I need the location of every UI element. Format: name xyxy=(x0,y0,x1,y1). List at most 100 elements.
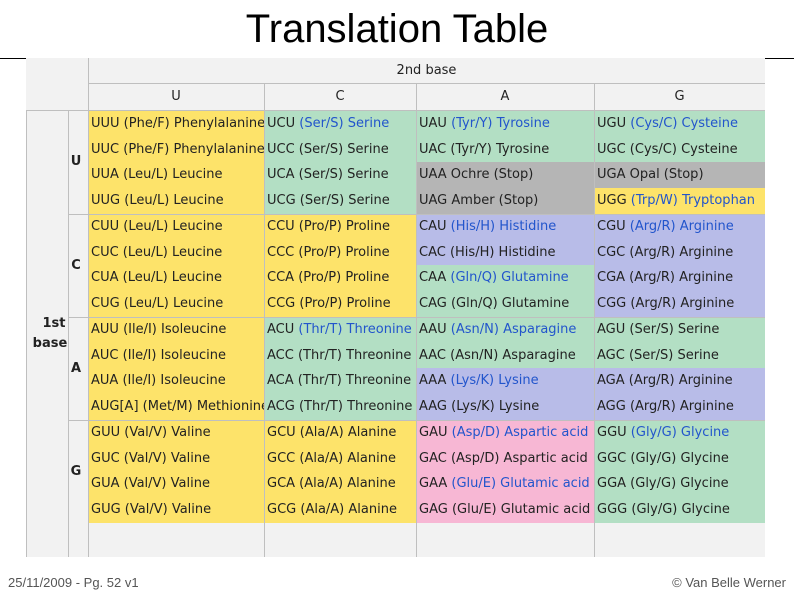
amino-acid: (Ser/S) Serine xyxy=(625,322,720,337)
codon: CAU xyxy=(419,219,447,234)
amino-acid: (Arg/R) Arginine xyxy=(626,296,735,311)
amino-acid: (Cys/C) Cysteine xyxy=(625,142,738,157)
codon-cell: UGU (Cys/C) Cysteine xyxy=(594,110,765,137)
grid-line xyxy=(26,110,27,557)
codon-cell: AGU (Ser/S) Serine xyxy=(594,317,765,343)
codon-cell: UCC (Ser/S) Serine xyxy=(264,137,416,162)
amino-acid: (Glu/E) Glutamic acid xyxy=(447,476,590,491)
codon: AUC xyxy=(91,348,119,363)
codon-cell: AUC (Ile/I) Isoleucine xyxy=(88,343,264,368)
second-base-header: 2nd base xyxy=(88,58,765,83)
codon-cell: GGA (Gly/G) Glycine xyxy=(594,471,765,497)
codon: CUA xyxy=(91,270,119,285)
codon-cell: UCA (Ser/S) Serine xyxy=(264,162,416,188)
amino-acid: (Pro/P) Proline xyxy=(295,296,391,311)
codon-cell: AUU (Ile/I) Isoleucine xyxy=(88,317,264,343)
amino-acid: (Leu/L) Leucine xyxy=(120,193,224,208)
codon-cell: CUU (Leu/L) Leucine xyxy=(88,214,264,240)
codon: CAG xyxy=(419,296,447,311)
codon-cell: AGG (Arg/R) Arginine xyxy=(594,394,765,420)
codon-cell: CUC (Leu/L) Leucine xyxy=(88,240,264,265)
amino-acid: (Arg/R) Arginine xyxy=(624,373,733,388)
codon-cell: UGC (Cys/C) Cysteine xyxy=(594,137,765,162)
amino-acid: (Arg/R) Arginine xyxy=(625,219,734,234)
codon: CGC xyxy=(597,245,626,260)
amino-acid: (Asn/N) Asparagine xyxy=(446,322,577,337)
codon-cell: GAU (Asp/D) Aspartic acid xyxy=(416,420,594,446)
codon: GAU xyxy=(419,425,448,440)
codon-cell: AGA (Arg/R) Arginine xyxy=(594,368,765,394)
codon-cell: ACA (Thr/T) Threonine xyxy=(264,368,416,394)
codon-cell: CGC (Arg/R) Arginine xyxy=(594,240,765,265)
codon: GCA xyxy=(267,476,296,491)
codon-cell: AGC (Ser/S) Serine xyxy=(594,343,765,368)
column-header-u: U xyxy=(88,83,264,110)
codon-cell: CUA (Leu/L) Leucine xyxy=(88,265,264,291)
amino-acid: (Leu/L) Leucine xyxy=(118,245,223,260)
codon: GCG xyxy=(267,502,297,517)
codon-cell: GUA (Val/V) Valine xyxy=(88,471,264,497)
codon: ACC xyxy=(267,348,294,363)
grid-line xyxy=(68,420,765,421)
codon: UUG xyxy=(91,193,121,208)
codon-cell: UGA Opal (Stop) xyxy=(594,162,765,188)
codon-cell: GCA (Ala/A) Alanine xyxy=(264,471,416,497)
codon: UCG xyxy=(267,193,296,208)
codon: UCC xyxy=(267,142,295,157)
codon-cell: UAG Amber (Stop) xyxy=(416,188,594,214)
codon-cell: CCG (Pro/P) Proline xyxy=(264,291,416,317)
amino-acid: (Ile/I) Isoleucine xyxy=(118,373,226,388)
codon: GUU xyxy=(91,425,121,440)
amino-acid: (Phe/F) Phenylalanine xyxy=(119,116,264,131)
amino-acid: (His/H) Histidine xyxy=(445,245,556,260)
codon: UCU xyxy=(267,116,296,131)
column-header-a: A xyxy=(416,83,594,110)
codon: UAU xyxy=(419,116,447,131)
amino-acid: Amber (Stop) xyxy=(447,193,539,208)
codon-cell: CCA (Pro/P) Proline xyxy=(264,265,416,291)
codon: ACU xyxy=(267,322,295,337)
codon: CUG xyxy=(91,296,120,311)
grid-line xyxy=(264,83,265,557)
amino-acid: (Pro/P) Proline xyxy=(294,270,390,285)
codon-cell: CCC (Pro/P) Proline xyxy=(264,240,416,265)
amino-acid: (His/H) Histidine xyxy=(446,219,557,234)
amino-acid: (Leu/L) Leucine xyxy=(118,270,223,285)
codon-table: 2nd base U C A G 1st base UUU (Phe/F) Phenylala… xyxy=(26,58,765,557)
amino-acid: (Gly/G) Glycine xyxy=(626,476,729,491)
amino-acid: (Thr/T) Threonine xyxy=(293,348,412,363)
codon: CCU xyxy=(267,219,295,234)
codon-cell: CGU (Arg/R) Arginine xyxy=(594,214,765,240)
codon: CCA xyxy=(267,270,295,285)
codon: GCU xyxy=(267,425,296,440)
codon: GAG xyxy=(419,502,448,517)
amino-acid: (Cys/C) Cysteine xyxy=(626,116,739,131)
amino-acid: (Thr/T) Threonine xyxy=(294,322,412,337)
amino-acid: (Gly/G) Glycine xyxy=(626,451,729,466)
codon-cell: ACG (Thr/T) Threonine xyxy=(264,394,416,420)
grid-line xyxy=(594,83,595,557)
codon: AUG xyxy=(91,399,120,414)
amino-acid: (Arg/R) Arginine xyxy=(625,399,734,414)
grid-line xyxy=(88,58,89,557)
grid-line xyxy=(68,317,765,318)
codon-cell: UAC (Tyr/Y) Tyrosine xyxy=(416,137,594,162)
codon-cell: UCG (Ser/S) Serine xyxy=(264,188,416,214)
grid-line xyxy=(416,83,417,557)
codon-cell: GUC (Val/V) Valine xyxy=(88,446,264,471)
codon-cell: GGC (Gly/G) Glycine xyxy=(594,446,765,471)
codon-cell: AAU (Asn/N) Asparagine xyxy=(416,317,594,343)
codon: CCC xyxy=(267,245,295,260)
amino-acid: (Gly/G) Glycine xyxy=(627,502,730,517)
codon: GUC xyxy=(91,451,120,466)
codon-cell: GGU (Gly/G) Glycine xyxy=(594,420,765,446)
codon: UAA xyxy=(419,167,447,182)
amino-acid: (Tyr/Y) Tyrosine xyxy=(446,142,550,157)
amino-acid: (Asp/D) Aspartic acid xyxy=(447,425,589,440)
amino-acid: (Asn/N) Asparagine xyxy=(446,348,576,363)
codon: UUC xyxy=(91,142,120,157)
codon-cell: CGA (Arg/R) Arginine xyxy=(594,265,765,291)
amino-acid: (Thr/T) Threonine xyxy=(294,399,413,414)
codon-cell: GGG (Gly/G) Glycine xyxy=(594,497,765,523)
codon-cell: UAU (Tyr/Y) Tyrosine xyxy=(416,110,594,137)
